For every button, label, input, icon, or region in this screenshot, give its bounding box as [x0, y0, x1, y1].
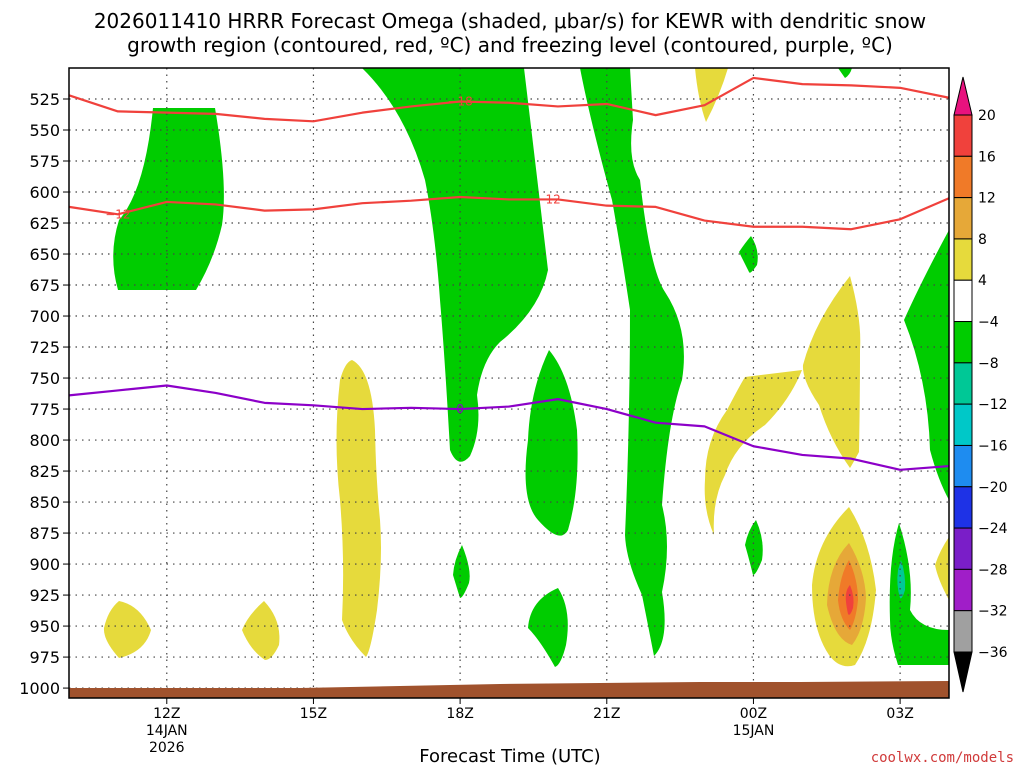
colorbar-bottom-arrow — [953, 651, 973, 693]
green-shade-speck-top — [838, 68, 852, 78]
y-tick-label: 700 — [29, 307, 60, 326]
colorbar-tick-label: −12 — [978, 397, 1008, 413]
y-tick-label: 825 — [29, 462, 60, 481]
colorbar-segment — [953, 114, 973, 157]
y-tick-label: 750 — [29, 369, 60, 388]
y-tick-label: 775 — [29, 400, 60, 419]
colorbar-tick-label: 20 — [978, 108, 996, 124]
y-tick-label: 925 — [29, 586, 60, 605]
chart-title-line-2: growth region (contoured, red, ºC) and f… — [127, 33, 893, 57]
x-axis-label: Forecast Time (UTC) — [419, 746, 600, 767]
colorbar-segment — [953, 610, 973, 653]
yellow-shade-column-16z — [336, 360, 381, 657]
colorbar-tick-label: 16 — [978, 149, 996, 165]
colorbar-segment — [953, 444, 973, 488]
teal-shade-core — [897, 560, 906, 599]
minus-18-isotherm-line — [68, 76, 950, 123]
y-tick-label: 950 — [29, 617, 60, 636]
colorbar-segment — [953, 486, 973, 529]
yellow-shade-column-01z — [802, 276, 861, 468]
x-tick-label: 00Z — [740, 706, 767, 722]
green-shade-small-low — [453, 545, 470, 598]
x-tick-label: 12Z — [153, 706, 180, 722]
contour-lines: −18 −12 −12 0 — [68, 76, 950, 471]
x-tick-date-label: 14JAN — [146, 723, 188, 739]
colorbar-segment — [953, 527, 973, 570]
x-tick-label: 15Z — [300, 706, 327, 722]
plot-frame — [68, 67, 950, 699]
yellow-shade-blob-14z — [242, 601, 280, 660]
y-tick-label: 800 — [29, 431, 60, 450]
y-tick-label: 850 — [29, 493, 60, 512]
colorbar-segment — [953, 279, 973, 323]
colorbar-tick-label: 8 — [978, 232, 987, 248]
green-shade-east-column — [580, 68, 684, 656]
freezing-level-label: 0 — [456, 402, 464, 416]
x-tick-label: 21Z — [593, 706, 620, 722]
red-shade-core — [845, 585, 854, 615]
x-tick-label: 18Z — [446, 706, 473, 722]
y-tick-label: 875 — [29, 524, 60, 543]
y-tick-label: 525 — [29, 90, 60, 109]
freezing-level-line — [68, 384, 950, 471]
minus-12-isotherm-line — [68, 195, 950, 231]
green-shade-east-mid — [904, 230, 949, 500]
colorbar: 20 16 12 8 4 −4 −8 −12 −16 −20 −24 −28 −32 −36 — [953, 76, 1008, 693]
colorbar-top-arrow — [953, 76, 973, 116]
colorbar-tick-label: −20 — [978, 480, 1008, 496]
green-shade-mid-blob — [525, 350, 578, 536]
yellow-shade-east-edge — [935, 537, 949, 600]
credit-text: coolwx.com/models — [871, 750, 1014, 766]
colorbar-tick-label: 12 — [978, 191, 996, 207]
y-tick-label: 600 — [29, 183, 60, 202]
colorbar-segment — [953, 568, 973, 612]
minus-12-isotherm-label: −12 — [535, 192, 560, 206]
colorbar-segment — [953, 197, 973, 240]
chart-title-line-1: 2026011410 HRRR Forecast Omega (shaded, … — [94, 9, 926, 33]
minus-12-isotherm-label: −12 — [105, 207, 130, 221]
colorbar-segment — [953, 238, 973, 281]
green-shade-low-blob — [528, 588, 568, 667]
colorbar-tick-label: −4 — [978, 315, 999, 331]
plot-area: −18 −12 −12 0 — [68, 67, 950, 699]
y-tick-label: 650 — [29, 245, 60, 264]
y-tick-label: 725 — [29, 338, 60, 357]
yellow-shade-top-wedge — [695, 68, 728, 122]
green-shade-west-column — [113, 108, 224, 290]
colorbar-tick-label: −24 — [978, 521, 1008, 537]
green-shade-east-low — [889, 523, 949, 665]
grid-lines — [69, 68, 949, 698]
y-tick-label: 900 — [29, 555, 60, 574]
x-tick-year-label: 2026 — [149, 740, 185, 756]
colorbar-segment — [953, 403, 973, 446]
y-tick-label: 675 — [29, 276, 60, 295]
omega-shading — [103, 68, 949, 667]
colorbar-tick-label: 4 — [978, 273, 987, 289]
green-shade-central-column — [362, 68, 548, 462]
colorbar-tick-label: −8 — [978, 356, 999, 372]
y-axis: 525 550 575 600 625 650 675 700 725 750 775 800 825 8… — [19, 90, 69, 698]
colorbar-tick-label: −16 — [978, 438, 1008, 454]
green-shade-speck-875 — [745, 520, 763, 575]
colorbar-tick-label: −28 — [978, 562, 1008, 578]
y-tick-label: 575 — [29, 152, 60, 171]
minus-18-isotherm-label: −18 — [447, 94, 472, 108]
x-tick-label: 03Z — [886, 706, 913, 722]
x-tick-date-label: 15JAN — [733, 723, 775, 739]
colorbar-tick-label: −36 — [978, 645, 1008, 661]
colorbar-segment — [953, 362, 973, 405]
y-tick-label: 625 — [29, 214, 60, 233]
y-tick-label: 1000 — [19, 679, 60, 698]
terrain-band — [69, 681, 949, 698]
colorbar-segment — [953, 155, 973, 199]
y-tick-label: 975 — [29, 648, 60, 667]
y-tick-label: 550 — [29, 121, 60, 140]
yellow-shade-blob-11z — [103, 601, 151, 658]
colorbar-segment — [953, 321, 973, 364]
yellow-shade-blob-2230z — [704, 370, 802, 535]
colorbar-tick-label: −32 — [978, 604, 1008, 620]
